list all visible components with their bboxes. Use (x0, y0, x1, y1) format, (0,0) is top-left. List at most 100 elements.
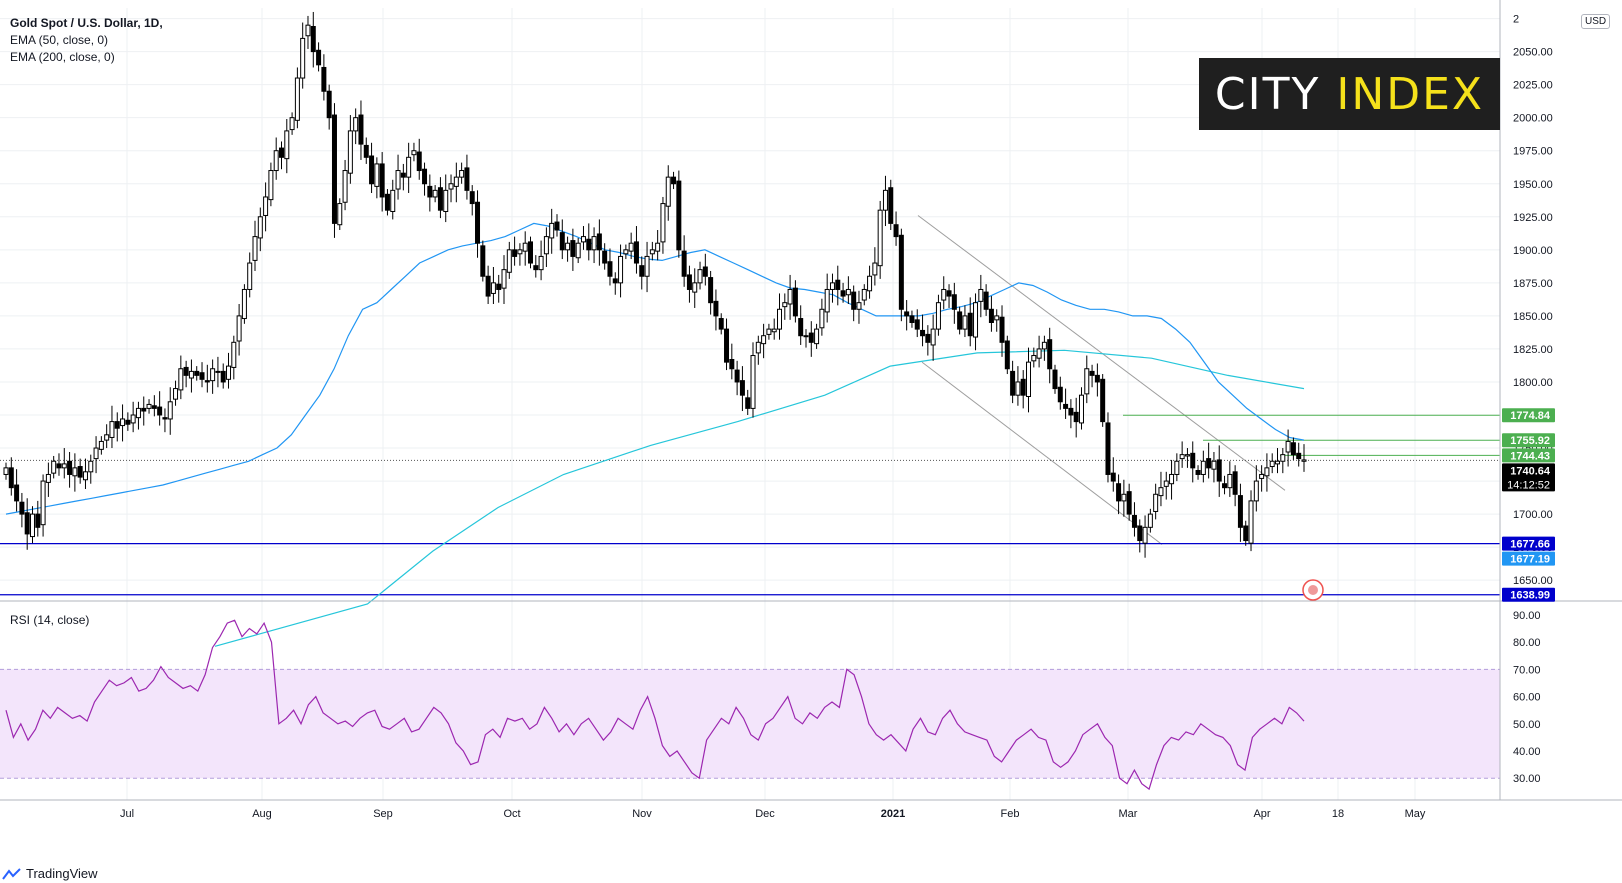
candle-body (819, 308, 825, 329)
price-tick-label: 2025.00 (1513, 80, 1553, 92)
candle-body (443, 189, 449, 213)
candle-body (88, 460, 94, 473)
candle-body (787, 288, 793, 305)
candle-body (1015, 381, 1021, 396)
candle-body (1269, 460, 1275, 468)
candle-body (591, 236, 597, 251)
price-label-box (1502, 448, 1555, 463)
candle-body (109, 421, 115, 438)
candle-body (1275, 460, 1281, 465)
candle-body (151, 405, 157, 409)
candle-body (1041, 341, 1047, 350)
candle-body (369, 155, 375, 185)
candle-body (437, 187, 443, 211)
currency-badge[interactable]: USD (1581, 14, 1611, 29)
candle-body (803, 335, 809, 338)
candle-body (766, 328, 772, 335)
time-tick-label: Jul (120, 808, 134, 820)
candle-body (1004, 340, 1010, 370)
candle-body (1026, 361, 1032, 397)
candle-body (1100, 378, 1106, 423)
candle-body (957, 311, 963, 330)
candle-body (734, 369, 740, 383)
candle-body (575, 242, 581, 259)
candle-body (501, 269, 507, 289)
price-tick-label: 1975.00 (1513, 146, 1553, 158)
candle-body (1259, 473, 1265, 479)
candle-body (490, 282, 496, 294)
candle-body (252, 236, 258, 261)
candlestick-series (3, 11, 1307, 558)
candle-body (199, 372, 205, 380)
candle-body (538, 255, 544, 271)
price-tick-label: 1950.00 (1513, 179, 1553, 191)
candle-body (1126, 491, 1132, 515)
channel-lower-line[interactable] (921, 361, 1163, 545)
candle-body (1253, 480, 1259, 502)
candle-body (882, 189, 888, 211)
candle-body (1195, 470, 1201, 475)
candle-body (93, 447, 99, 460)
channel-upper-line[interactable] (917, 215, 1286, 491)
candle-body (120, 418, 126, 427)
candle-body (1084, 368, 1090, 395)
candle-body (1158, 487, 1164, 497)
candle-body (162, 417, 168, 420)
candle-body (745, 397, 751, 409)
candle-body (273, 150, 279, 172)
candle-body (512, 249, 518, 257)
candle-body (395, 170, 401, 190)
price-label-box (1502, 463, 1555, 492)
rsi-line (5, 619, 1305, 791)
candle-body (464, 167, 470, 191)
candle-body (1237, 495, 1243, 528)
candle-body (1105, 422, 1111, 475)
candle-body (840, 290, 846, 297)
candle-body (35, 513, 41, 528)
candle-body (337, 203, 343, 226)
price-grid (0, 8, 1500, 800)
event-marker-icon[interactable] (1302, 579, 1324, 601)
candle-body (586, 238, 592, 251)
candle-body (867, 275, 873, 292)
candle-body (851, 291, 857, 310)
tradingview-logo-icon (2, 867, 21, 880)
time-tick-label: Apr (1253, 808, 1270, 820)
candle-body (390, 189, 396, 213)
candle-body (284, 130, 290, 160)
candle-body (935, 302, 941, 330)
candle-body (496, 283, 502, 290)
logo-word-index: INDEX (1336, 68, 1485, 120)
candle-body (1280, 454, 1286, 462)
candle-body (331, 114, 337, 224)
candle-body (194, 370, 200, 376)
candle-body (1031, 355, 1037, 362)
time-tick-label: Feb (1001, 808, 1020, 820)
candle-body (130, 414, 136, 424)
candle-body (618, 255, 624, 284)
tradingview-brand[interactable]: TradingView (2, 866, 98, 881)
candle-body (289, 117, 295, 131)
city-index-logo: CITY INDEX (1199, 58, 1500, 130)
candle-body (570, 240, 576, 257)
rsi-tick-label: 30.00 (1513, 773, 1541, 785)
candle-body (8, 467, 14, 489)
price-label-text: 1755.92 (1510, 435, 1550, 447)
candle-body (782, 302, 788, 308)
candle-body (384, 193, 390, 211)
price-tick-label: 1900.00 (1513, 245, 1553, 257)
candle-body (247, 262, 253, 290)
candle-body (146, 403, 152, 409)
candle-body (559, 232, 565, 251)
candle-body (427, 185, 433, 198)
candle-body (729, 359, 735, 370)
price-tick-label: 1875.00 (1513, 278, 1553, 290)
candle-body (888, 187, 894, 224)
candle-body (183, 366, 189, 376)
candle-body (1206, 458, 1212, 469)
candle-body (374, 163, 380, 187)
candle-body (1216, 459, 1222, 482)
price-label-box (1502, 536, 1555, 551)
candle-body (686, 274, 692, 290)
